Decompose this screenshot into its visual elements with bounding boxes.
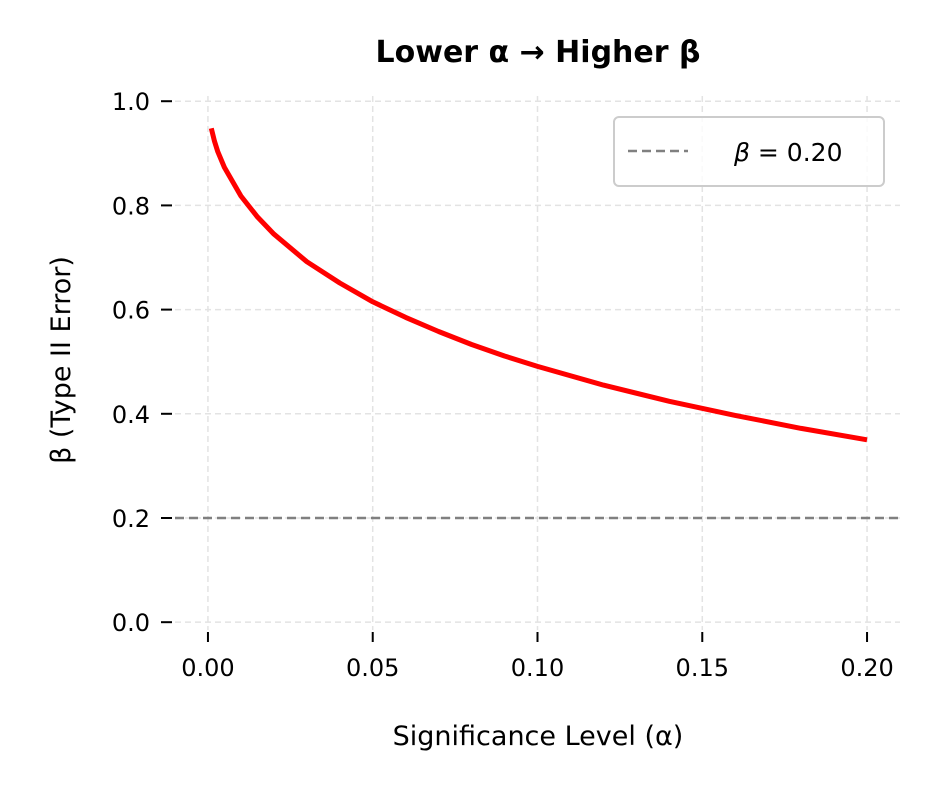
y-tick-label: 1.0 bbox=[112, 88, 150, 116]
x-tick-label: 0.05 bbox=[346, 654, 399, 682]
legend: β = 0.20 bbox=[613, 116, 885, 187]
y-tick-label: 0.6 bbox=[112, 297, 150, 325]
y-tick-label: 0.0 bbox=[112, 609, 150, 637]
x-tick-label: 0.00 bbox=[181, 654, 234, 682]
legend-label: β = 0.20 bbox=[733, 138, 842, 167]
y-tick-label: 0.8 bbox=[112, 192, 150, 220]
grid bbox=[175, 96, 900, 630]
beta-curve bbox=[208, 127, 868, 443]
x-tick-label: 0.15 bbox=[676, 654, 729, 682]
chart-title: Lower α → Higher β bbox=[376, 35, 701, 70]
legend-box bbox=[613, 116, 885, 187]
x-axis-label: Significance Level (α) bbox=[393, 721, 684, 752]
x-tick-label: 0.20 bbox=[840, 654, 893, 682]
x-tick-label: 0.10 bbox=[511, 654, 564, 682]
y-tick-label: 0.4 bbox=[112, 401, 150, 429]
y-axis-label: β (Type II Error) bbox=[46, 256, 77, 464]
ticks: 0.00 0.05 0.10 0.15 0.20 0.0 0.2 0.4 0.6 0.8 1.0 bbox=[112, 88, 894, 682]
plot-lines bbox=[175, 127, 900, 520]
y-tick-label: 0.2 bbox=[112, 505, 150, 533]
